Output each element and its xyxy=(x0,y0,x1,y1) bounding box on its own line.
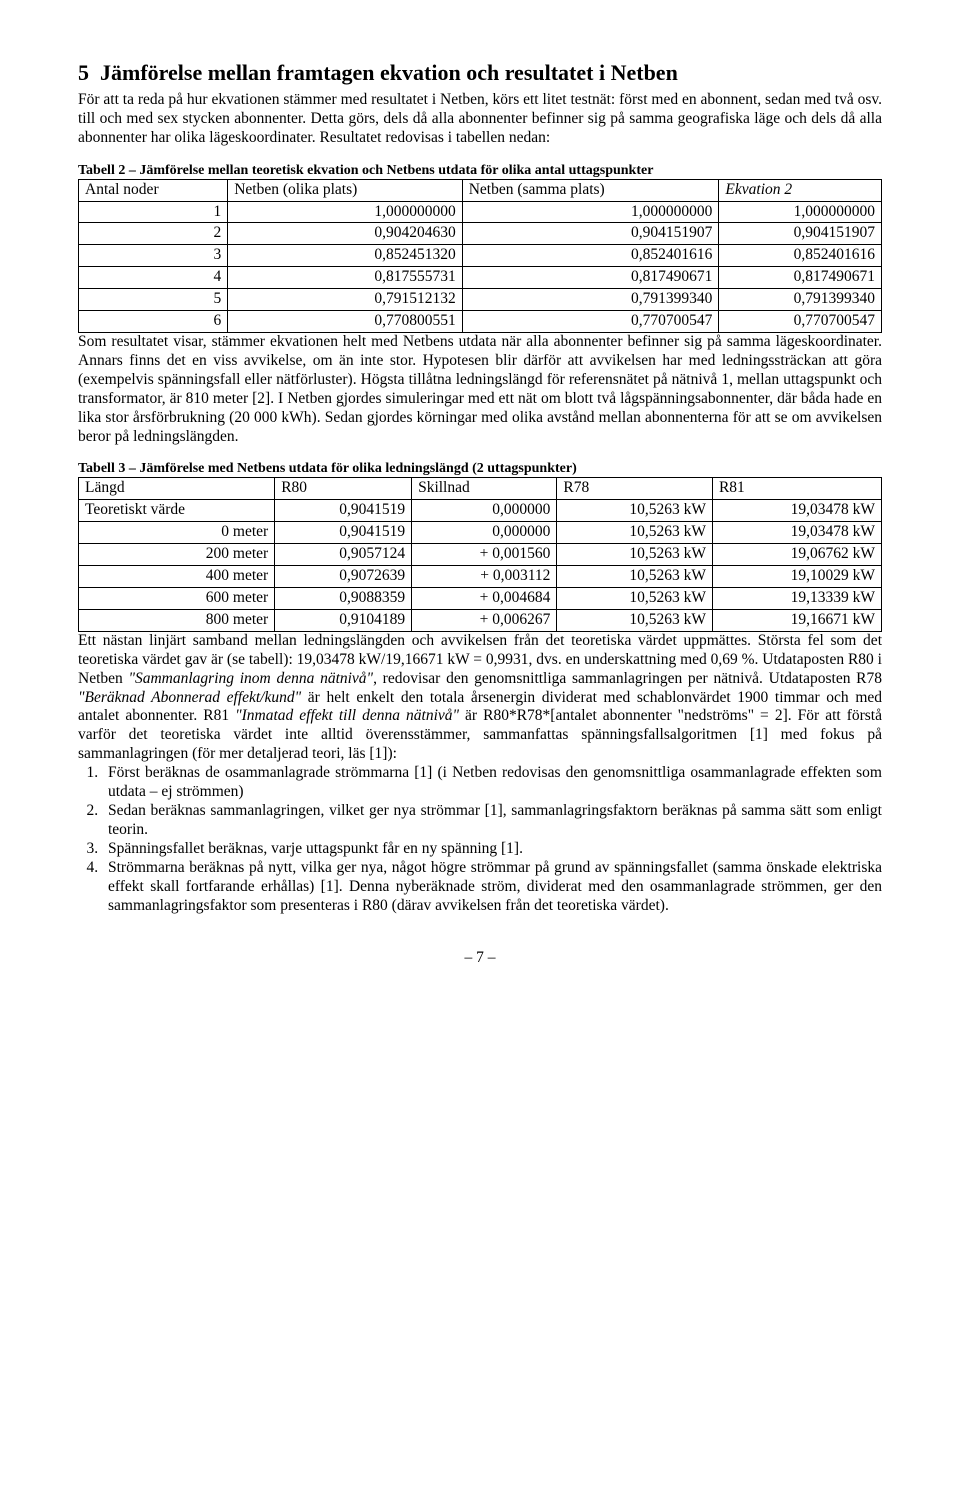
list-item: Först beräknas de osammanlagrade strömma… xyxy=(102,764,882,802)
table-row: Teoretiskt värde0,90415190,00000010,5263… xyxy=(79,500,882,522)
table-row: 0 meter0,90415190,00000010,5263 kW19,034… xyxy=(79,522,882,544)
table-3: Längd R80 Skillnad R78 R81 Teoretiskt vä… xyxy=(78,477,882,631)
table-row: 30,8524513200,8524016160,852401616 xyxy=(79,245,882,267)
table-row: 600 meter0,9088359+ 0,00468410,5263 kW19… xyxy=(79,588,882,610)
table2-h0: Antal noder xyxy=(79,179,228,201)
list-item: Sedan beräknas sammanlagringen, vilket g… xyxy=(102,802,882,840)
table-row: 20,9042046300,9041519070,904151907 xyxy=(79,223,882,245)
table3-h3: R78 xyxy=(557,478,713,500)
table3-header-row: Längd R80 Skillnad R78 R81 xyxy=(79,478,882,500)
table3-h0: Längd xyxy=(79,478,275,500)
table3-caption: Tabell 3 – Jämförelse med Netbens utdata… xyxy=(78,460,882,477)
table-row: 200 meter0,9057124+ 0,00156010,5263 kW19… xyxy=(79,544,882,566)
table2-h2: Netben (samma plats) xyxy=(462,179,719,201)
table2-caption: Tabell 2 – Jämförelse mellan teoretisk e… xyxy=(78,162,882,179)
numbered-list: Först beräknas de osammanlagrade strömma… xyxy=(102,764,882,915)
table-row: 400 meter0,9072639+ 0,00311210,5263 kW19… xyxy=(79,566,882,588)
table3-h1: R80 xyxy=(275,478,412,500)
table2-h1: Netben (olika plats) xyxy=(228,179,462,201)
paragraph-1: För att ta reda på hur ekvationen stämme… xyxy=(78,91,882,148)
table-row: 60,7708005510,7707005470,770700547 xyxy=(79,311,882,333)
page-number: – 7 – xyxy=(78,949,882,968)
paragraph-2: Som resultatet visar, stämmer ekvationen… xyxy=(78,333,882,446)
list-item: Strömmarna beräknas på nytt, vilka ger n… xyxy=(102,859,882,916)
list-item: Spänningsfallet beräknas, varje uttagspu… xyxy=(102,840,882,859)
table-row: 40,8175557310,8174906710,817490671 xyxy=(79,267,882,289)
table-row: 800 meter0,9104189+ 0,00626710,5263 kW19… xyxy=(79,609,882,631)
table2-h3: Ekvation 2 xyxy=(719,179,882,201)
table3-h4: R81 xyxy=(712,478,881,500)
table2-header-row: Antal noder Netben (olika plats) Netben … xyxy=(79,179,882,201)
table-row: 50,7915121320,7913993400,791399340 xyxy=(79,289,882,311)
section-heading: 5 Jämförelse mellan framtagen ekvation o… xyxy=(78,60,882,87)
paragraph-3: Ett nästan linjärt samband mellan lednin… xyxy=(78,632,882,764)
table3-h2: Skillnad xyxy=(412,478,557,500)
table-2: Antal noder Netben (olika plats) Netben … xyxy=(78,179,882,333)
table-row: 11,0000000001,0000000001,000000000 xyxy=(79,201,882,223)
